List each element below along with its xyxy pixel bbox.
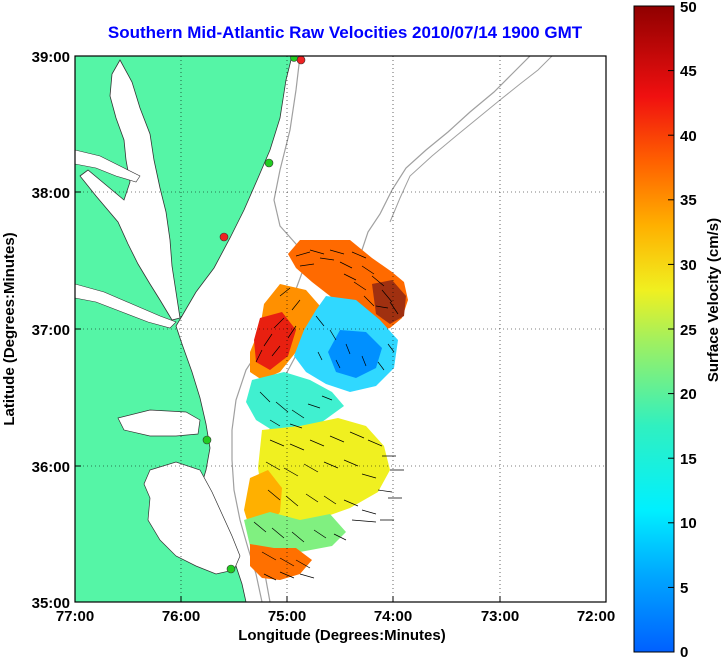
- velocity-arrows: [253, 249, 404, 581]
- colorbar-tick-label: 0: [680, 644, 688, 659]
- radar-site-marker: [226, 564, 236, 574]
- colorbar-tick-label: 5: [680, 580, 688, 597]
- colorbar-tick-label: 30: [680, 257, 697, 274]
- y-axis-label: Latitude (Degrees:Minutes): [1, 232, 18, 425]
- map-title: Southern Mid-Atlantic Raw Velocities 201…: [108, 23, 583, 42]
- map-plot-area: [75, 56, 606, 602]
- bathymetry-contour-shelf: [389, 56, 553, 223]
- radar-site-marker: [296, 56, 306, 65]
- y-tick-label: 38:00: [32, 185, 70, 202]
- x-tick-label: 72:00: [577, 608, 615, 625]
- colorbar-tick-label: 15: [680, 451, 697, 468]
- radar-site-marker: [264, 158, 274, 168]
- y-tick-labels: 39:00 38:00 37:00 36:00 35:00: [32, 49, 70, 612]
- colorbar-tick-label: 20: [680, 386, 697, 403]
- radar-site-marker: [290, 56, 298, 62]
- x-tick-labels: 77:00 76:00 75:00 74:00 73:00 72:00: [56, 608, 615, 625]
- colorbar: 50 45 40 35 30 25 20 15 10 5 0 Surface V…: [633, 0, 722, 659]
- y-tick-label: 36:00: [32, 459, 70, 476]
- potomac-river: [75, 149, 141, 183]
- x-tick-label: 75:00: [268, 608, 306, 625]
- chesapeake-bay: [79, 59, 181, 321]
- colorbar-label: Surface Velocity (cm/s): [705, 218, 722, 382]
- colorbar-tick-label: 25: [680, 322, 697, 339]
- colorbar-tick-label: 10: [680, 515, 697, 532]
- x-tick-label: 77:00: [56, 608, 94, 625]
- map-tick-marks: [74, 55, 607, 603]
- colorbar-tick-label: 35: [680, 192, 697, 209]
- x-tick-label: 74:00: [374, 608, 412, 625]
- albemarle-sound: [117, 409, 201, 437]
- map-grid: [75, 56, 606, 602]
- radar-site-marker: [202, 435, 212, 445]
- james-river: [75, 283, 177, 329]
- y-tick-label: 39:00: [32, 49, 70, 66]
- y-tick-label: 35:00: [32, 595, 70, 612]
- radar-site-marker: [219, 232, 229, 242]
- colorbar-gradient: [633, 5, 675, 653]
- x-axis-label: Longitude (Degrees:Minutes): [238, 627, 446, 644]
- colorbar-tick-label: 45: [680, 63, 697, 80]
- colorbar-tick-label: 50: [680, 0, 697, 16]
- x-tick-label: 73:00: [481, 608, 519, 625]
- colorbar-tick-label: 40: [680, 128, 697, 145]
- pamlico-sound: [143, 461, 241, 575]
- y-tick-label: 37:00: [32, 322, 70, 339]
- x-tick-label: 76:00: [162, 608, 200, 625]
